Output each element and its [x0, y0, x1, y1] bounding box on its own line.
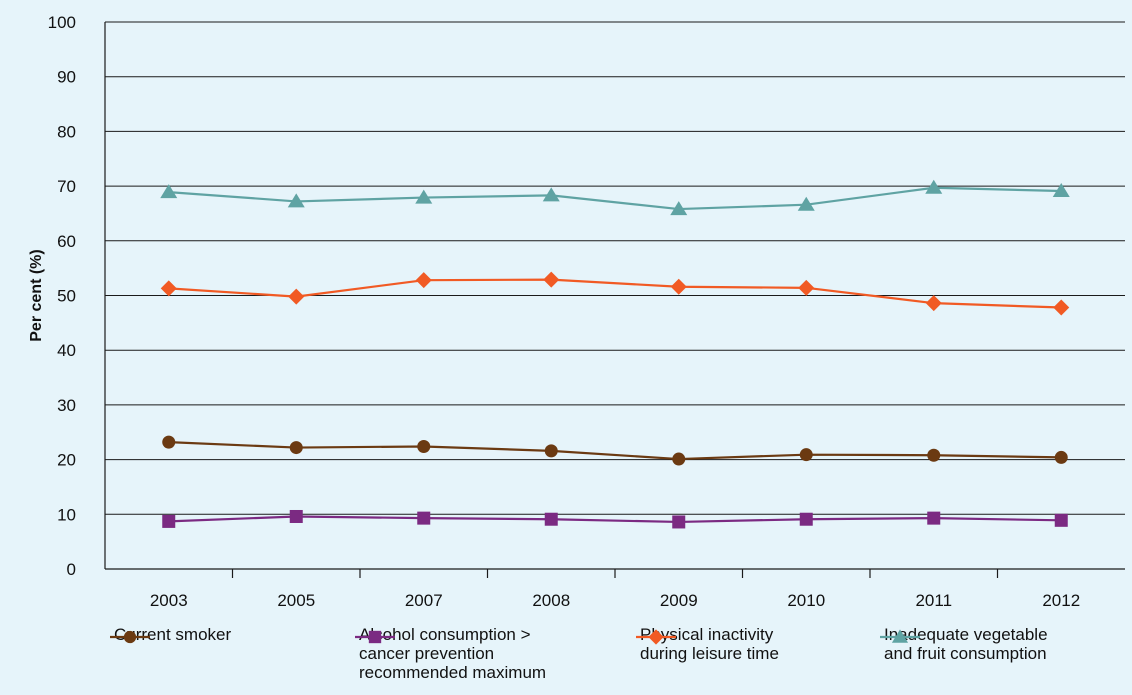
- x-tick-label: 2009: [660, 591, 698, 610]
- series-line: [168, 278, 1062, 309]
- data-point: [288, 288, 305, 305]
- data-point: [544, 444, 558, 458]
- legend-item-physical-inactivity: Physical inactivity during leisure time: [634, 625, 779, 663]
- data-point: [415, 189, 433, 204]
- series-line: [168, 440, 1062, 461]
- y-tick-label: 30: [57, 396, 76, 415]
- y-tick-label: 80: [57, 122, 76, 141]
- legend-item-vegetable-fruit: Inadequate vegetable and fruit consumpti…: [878, 625, 1048, 663]
- y-tick-label: 60: [57, 232, 76, 251]
- data-point: [799, 448, 813, 462]
- data-point: [927, 448, 941, 462]
- y-tick-label: 100: [48, 13, 76, 32]
- diamond-marker-icon: [636, 629, 676, 645]
- data-point: [289, 441, 303, 455]
- legend-label: Alcohol consumption > cancer prevention …: [359, 625, 547, 682]
- square-marker-icon: [355, 630, 395, 644]
- x-tick-label: 2010: [787, 591, 825, 610]
- data-point: [670, 201, 688, 216]
- data-point: [1054, 450, 1068, 464]
- y-axis-title: Per cent (%): [28, 249, 45, 341]
- data-point: [925, 179, 943, 194]
- legend-marker: [648, 629, 664, 645]
- data-point: [672, 515, 686, 529]
- data-point: [289, 509, 303, 523]
- data-point: [542, 187, 560, 202]
- data-point: [160, 280, 177, 297]
- legend-marker: [123, 630, 137, 644]
- data-point: [417, 511, 431, 525]
- legend-marker: [368, 630, 382, 644]
- line-chart: 0 10 20 30 40 50 60 70 80 90 100 2003 2005 2007 2008 20…: [28, 13, 1125, 610]
- data-point: [927, 511, 941, 525]
- data-point: [797, 196, 815, 211]
- data-point: [417, 439, 431, 453]
- data-point: [162, 435, 176, 449]
- legend-item-current-smoker: Current smoker: [108, 625, 231, 644]
- y-tick-label: 10: [57, 505, 76, 524]
- legend-item-alcohol: Alcohol consumption > cancer prevention …: [353, 625, 546, 682]
- y-tick-label: 20: [57, 451, 76, 470]
- x-tick-label: 2012: [1042, 591, 1080, 610]
- y-tick-label: 40: [57, 341, 76, 360]
- data-point: [672, 452, 686, 466]
- data-point: [925, 295, 942, 312]
- x-tick-label: 2003: [150, 591, 188, 610]
- series: [162, 435, 1068, 466]
- data-point: [1052, 183, 1070, 198]
- data-point: [287, 193, 305, 208]
- data-point: [1054, 513, 1068, 527]
- legend: Current smoker Alcohol consumption > can…: [0, 625, 1132, 695]
- series: [160, 271, 1070, 316]
- y-tick-label: 90: [57, 68, 76, 87]
- data-point: [162, 514, 176, 528]
- data-point: [798, 279, 815, 296]
- x-tick-label: 2005: [277, 591, 315, 610]
- x-tick-label: 2007: [405, 591, 443, 610]
- y-tick-label: 70: [57, 177, 76, 196]
- data-point: [670, 278, 687, 295]
- x-tick-label: 2008: [532, 591, 570, 610]
- data-point: [1053, 299, 1070, 316]
- data-point: [543, 271, 560, 288]
- data-point: [799, 512, 813, 526]
- triangle-marker-icon: [880, 629, 920, 643]
- data-point: [544, 512, 558, 526]
- series: [160, 179, 1070, 216]
- y-tick-label: 50: [57, 287, 76, 306]
- circle-marker-icon: [110, 630, 150, 644]
- data-point: [160, 184, 178, 199]
- legend-marker: [891, 629, 909, 643]
- y-tick-label: 0: [67, 560, 76, 579]
- series-line: [168, 515, 1062, 524]
- series-line: [168, 186, 1062, 211]
- data-point: [415, 272, 432, 289]
- series: [162, 509, 1068, 529]
- x-tick-label: 2011: [915, 591, 952, 610]
